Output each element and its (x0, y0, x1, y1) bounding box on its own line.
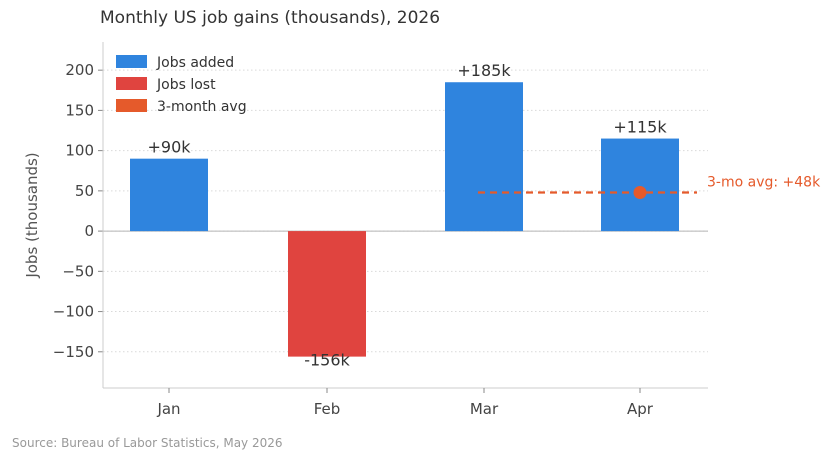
chart-svg: 200 150 100 50 0 −50 −100 −150 Jobs (thousands) J… (23, 42, 821, 418)
bar-value-label: +185k (457, 61, 511, 80)
y-tick-label: −50 (62, 262, 94, 280)
bars: +90k -156k +185k +115k (130, 61, 679, 370)
legend-swatch (116, 55, 147, 68)
y-tick-label: 100 (65, 142, 94, 160)
x-tick-label: Jan (156, 400, 180, 418)
y-tick-label: 200 (65, 61, 94, 79)
y-axis-label: Jobs (thousands) (23, 152, 41, 278)
y-tick-label: 150 (65, 101, 94, 119)
bar-value-label: -156k (304, 351, 350, 370)
chart-title: Monthly US job gains (thousands), 2026 (100, 8, 441, 28)
bar-value-label: +90k (147, 138, 191, 157)
legend-label: 3-month avg (157, 99, 247, 115)
axes: 200 150 100 50 0 −50 −100 −150 Jobs (thousands) J… (23, 42, 708, 418)
y-tick-label: −100 (53, 303, 94, 321)
bar-jan (130, 158, 208, 232)
x-tick-label: Mar (470, 400, 499, 418)
x-tick-label: Apr (627, 400, 654, 418)
legend-label: Jobs lost (156, 77, 216, 93)
bar-feb (288, 231, 366, 357)
bar-mar (445, 82, 523, 232)
legend-label: Jobs added (156, 55, 234, 71)
legend: Jobs added Jobs lost 3-month avg (116, 55, 247, 115)
bar-value-label: +115k (613, 118, 667, 137)
average-line-group: 3-mo avg: +48k (478, 174, 821, 199)
legend-swatch (116, 99, 147, 112)
bar-apr (601, 138, 679, 232)
x-tick-label: Feb (314, 400, 341, 418)
y-tick-label: 50 (75, 182, 94, 200)
y-tick-label: −150 (53, 343, 94, 361)
average-marker (633, 185, 647, 199)
y-tick-label: 0 (84, 222, 94, 240)
legend-swatch (116, 77, 147, 90)
source-note: Source: Bureau of Labor Statistics, May … (12, 436, 283, 450)
average-annotation: 3-mo avg: +48k (707, 174, 821, 190)
